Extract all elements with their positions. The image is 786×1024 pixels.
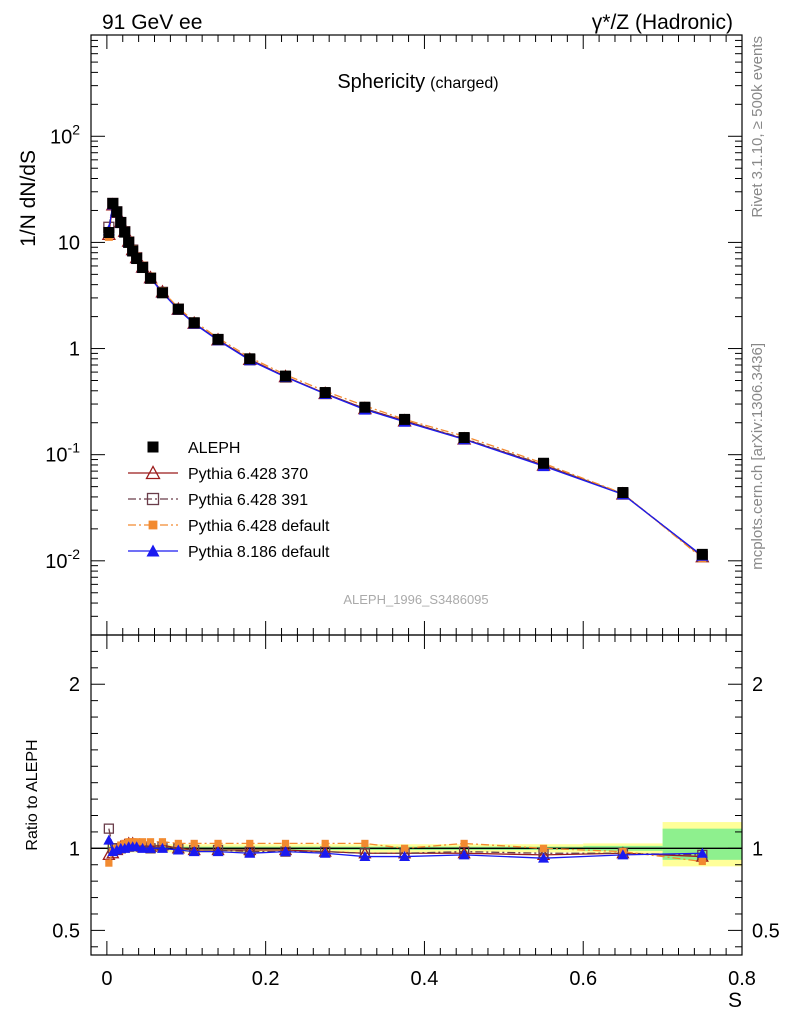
aleph-data-point [617,487,629,499]
aleph-data-point [115,217,127,229]
aleph-data-point [359,401,371,413]
legend-label: Pythia 6.428 391 [188,492,308,509]
aleph-data-point [172,303,184,315]
aleph-data-point [103,226,115,238]
ratio-point [400,844,409,852]
aleph-data-point [319,387,331,399]
ratio-tick-label: 1 [69,838,80,860]
aleph-data-point [212,333,224,345]
legend: ALEPH Pythia 6.428 370 Pythia 6.428 391 Pyt… [128,440,330,561]
ratio-point [174,839,182,848]
axes-ticks: 0 0.2 0.4 0.6 0.8 10-2 10-1 1 10 102 0.5 0.5 1 1 2 2 [45,34,780,990]
analysis-id-label: ALEPH_1996_S3486095 [343,592,488,607]
aleph-data-point [244,353,256,365]
ratio-point [399,851,411,862]
legend-label: Pythia 6.428 370 [188,466,308,483]
x-tick-label: 0.6 [569,968,597,990]
aleph-data-point [280,370,292,382]
ratio-point [321,839,329,848]
aleph-data-point [538,457,550,469]
plot-title: Sphericity (charged) [337,71,498,93]
x-tick-label: 0.2 [252,968,280,990]
x-tick-label: 0.4 [411,968,439,990]
ratio-point [617,849,629,860]
ratio-series-group [102,823,709,867]
ratio-axis-label: Ratio to ALEPH [24,739,41,850]
aleph-data-point [156,287,168,299]
plot-title-main: Sphericity [337,71,425,93]
ratio-plot-frame [90,634,743,956]
ratio-point [214,839,222,848]
aleph-data-point [137,262,149,274]
aleph-data-point [145,272,157,284]
legend-item: Pythia 6.428 370 [128,465,308,483]
mcplots-reference-label: mcplots.cern.ch [arXiv:1306.3436] [749,343,766,570]
ratio-point [212,846,224,857]
ratio-tick-label-right: 2 [752,674,763,696]
x-tick-label: 0 [101,968,112,990]
ratio-point [156,842,168,853]
main-series-group [101,197,710,563]
ratio-tick-label: 0.5 [52,920,80,942]
legend-item: Pythia 6.428 default [128,518,330,535]
legend-label: Pythia 8.186 default [188,544,330,561]
aleph-data-point [111,206,123,218]
ratio-point [538,852,550,863]
y-tick-label: 10 [58,232,80,254]
y-axis-label: 1/N dN/dS [17,150,40,247]
aleph-data-point [131,253,143,265]
aleph-data-point [123,236,135,248]
ratio-point [244,847,256,858]
y-tick-label: 10-2 [45,546,80,573]
ratio-point [281,839,290,848]
ratio-point [103,823,115,834]
y-tick-label: 1 [69,339,80,361]
aleph-data-point [107,197,119,209]
x-axis-label: S [728,989,742,1012]
ratio-point [158,838,167,846]
ratio-point [460,839,468,848]
legend-label: Pythia 6.428 default [188,518,330,535]
ratio-tick-label-right: 0.5 [752,920,780,942]
ratio-point [359,851,371,862]
rivet-version-label: Rivet 3.1.10, ≥ 500k events [749,36,766,218]
plot-title-suffix: (charged) [430,75,498,92]
header-process-label: γ*/Z (Hadronic) [592,11,733,34]
ratio-point [696,847,708,858]
legend-item: Pythia 6.428 391 [128,492,308,509]
ratio-point [188,846,200,857]
ratio-tick-label: 2 [69,674,80,696]
header-energy-label: 91 GeV ee [102,11,202,34]
ratio-point [246,839,254,848]
ratio-point [137,842,149,853]
aleph-data-point [127,245,139,257]
ratio-point [698,857,706,866]
ratio-point [190,839,198,848]
ratio-point [539,844,548,852]
ratio-point [145,842,157,853]
ratio-point [146,838,155,846]
ratio-uncertainty-bands [91,822,742,867]
legend-item: ALEPH [147,440,240,457]
aleph-data-point [399,413,411,425]
aleph-data-point [119,226,131,238]
ratio-point [139,838,147,846]
y-tick-label: 102 [50,121,80,148]
legend-item: Pythia 8.186 default [128,544,330,561]
ratio-point [319,847,331,858]
ratio-tick-label-right: 1 [752,838,763,860]
ratio-point [361,839,369,848]
legend-label: ALEPH [188,440,240,457]
y-tick-label: 10-1 [45,440,80,467]
aleph-data-point [188,317,200,329]
aleph-data-point [458,432,470,444]
ratio-point [105,859,113,867]
ratio-point [280,846,292,857]
aleph-data-point [696,548,708,560]
x-tick-label: 0.8 [728,968,756,990]
ratio-point [103,834,115,845]
ratio-point [458,849,470,860]
ratio-point [172,844,184,855]
